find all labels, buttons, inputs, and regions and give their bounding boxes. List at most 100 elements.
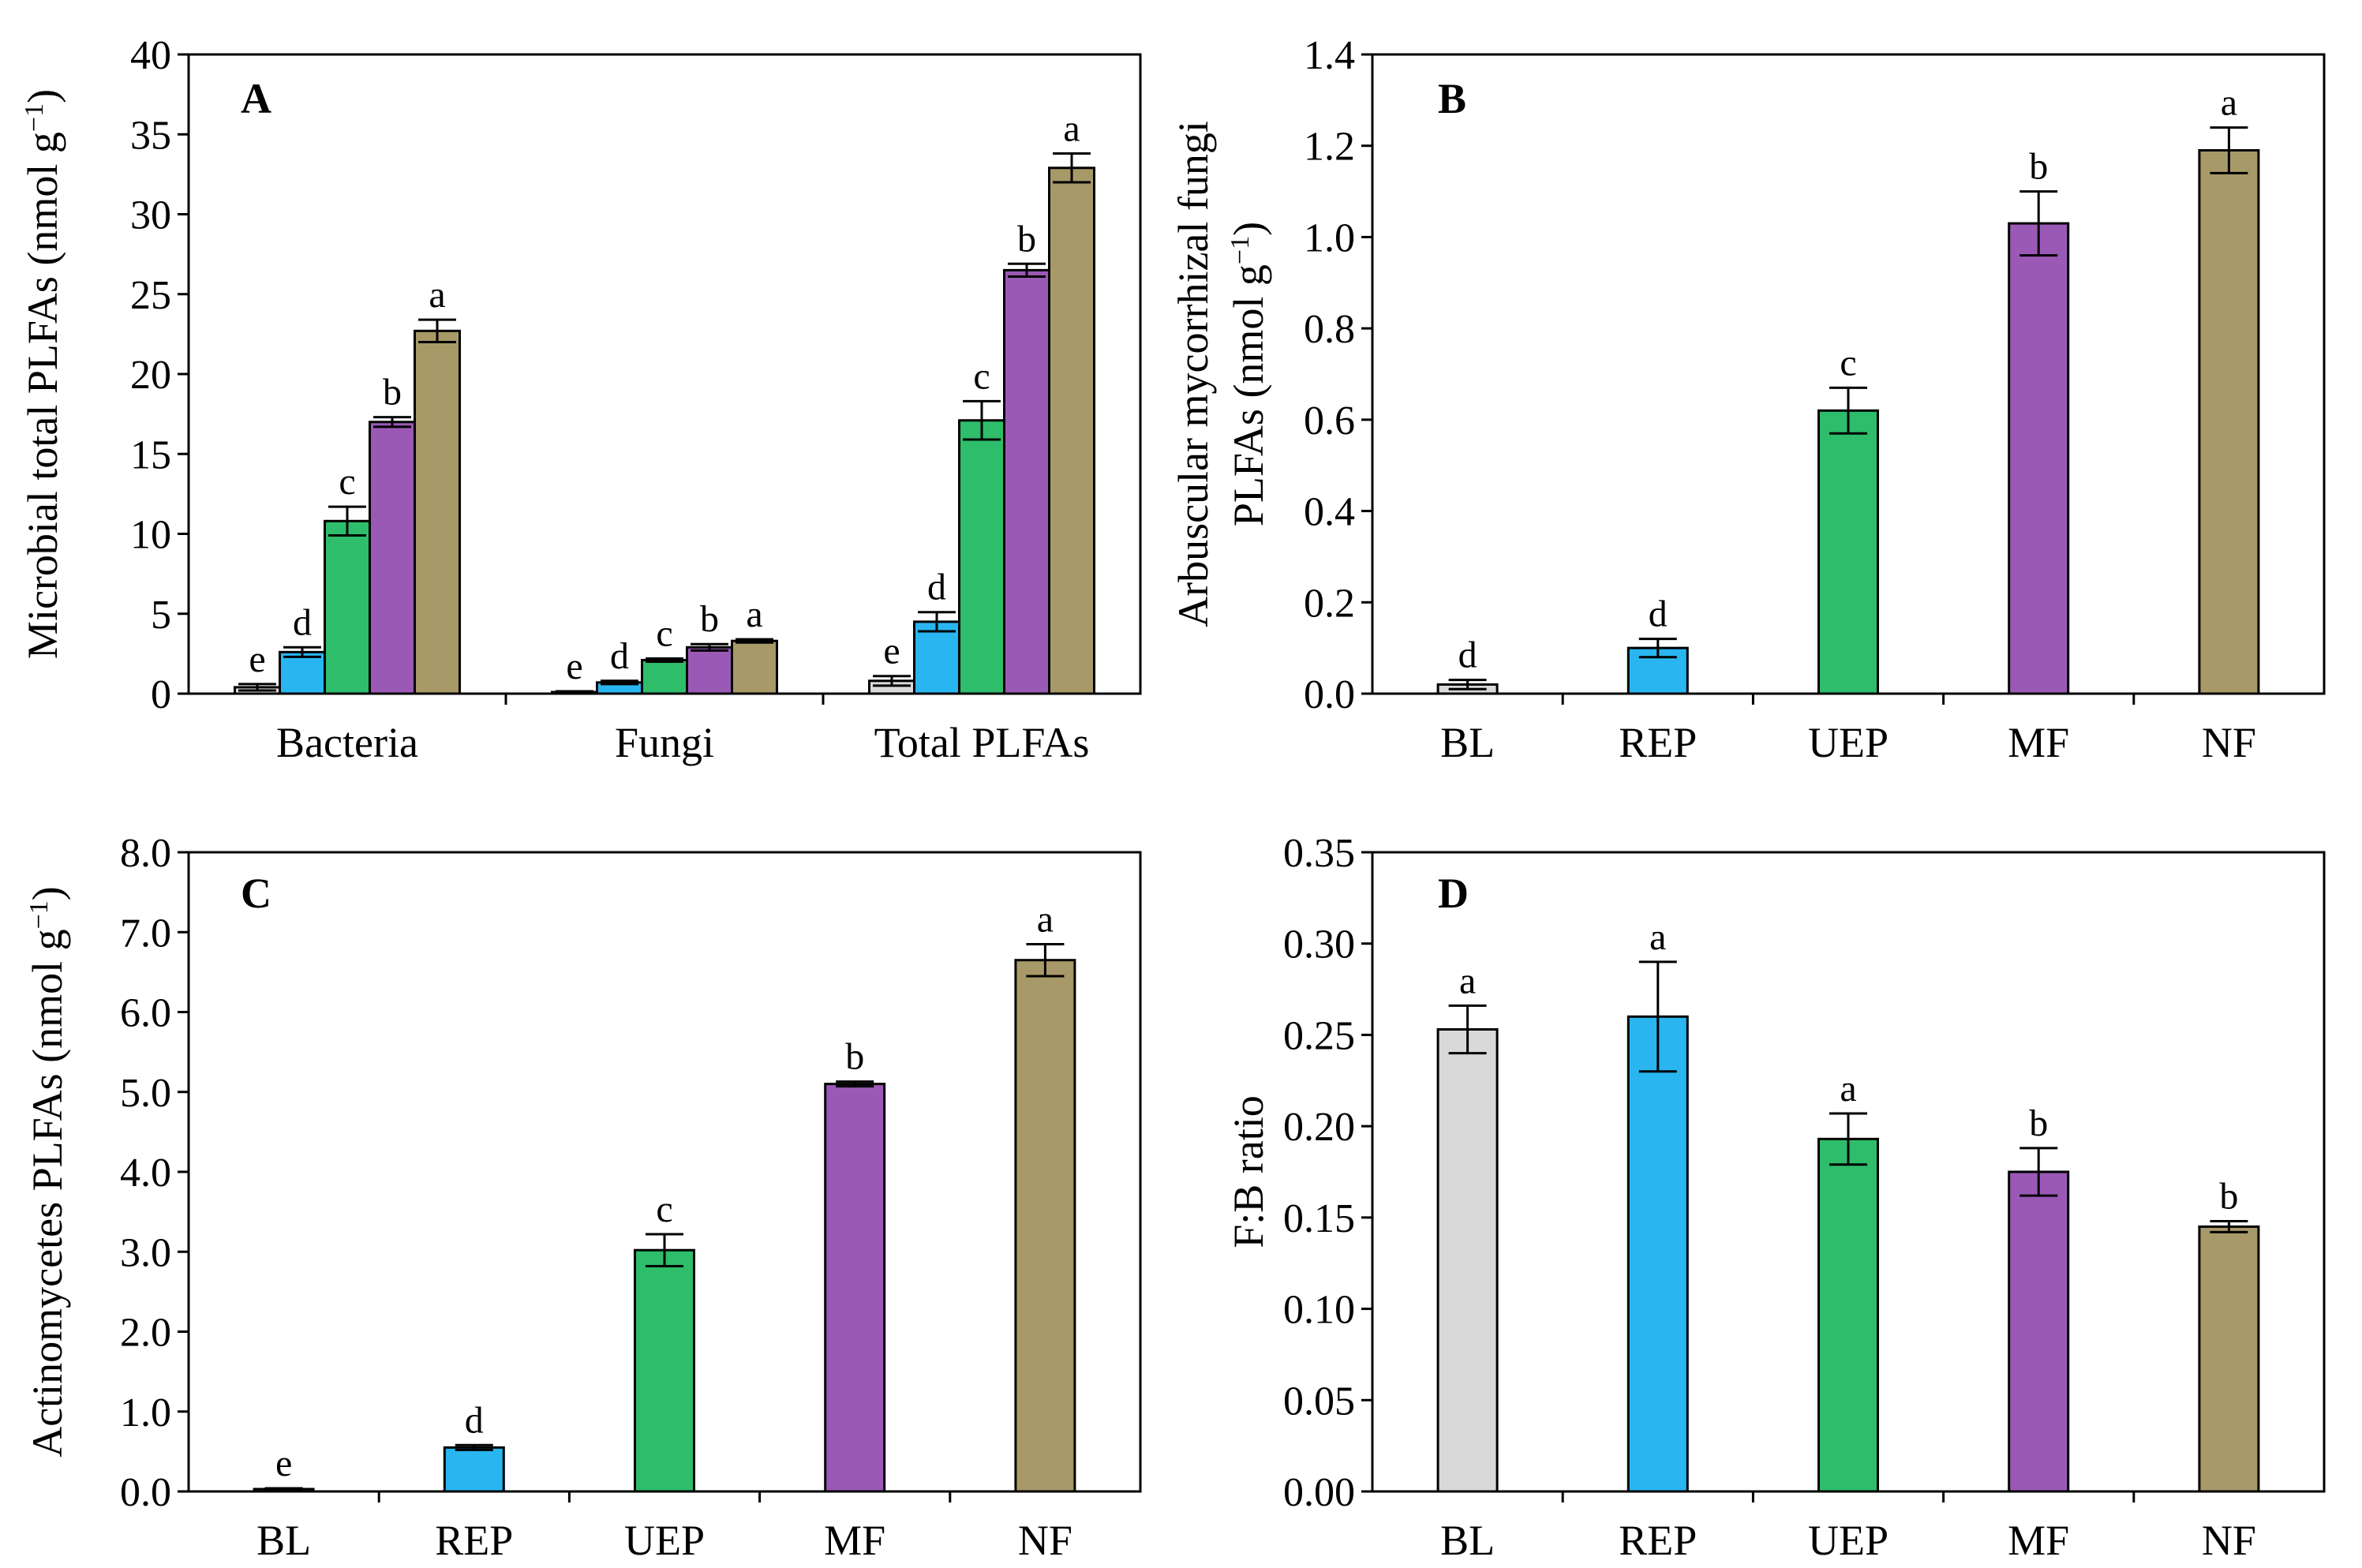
panel-b-error-bar xyxy=(1829,386,1867,435)
panel-a-error-bar xyxy=(556,690,593,694)
panel-a-bar xyxy=(731,639,778,695)
panel-b-significance-letter: d xyxy=(1649,593,1668,635)
panel-d-bar xyxy=(2008,1170,2070,1493)
panel-a-y-tick-label: 35 xyxy=(130,113,171,158)
panel-d-y-tick-label: 0.10 xyxy=(1283,1288,1355,1333)
panel-a-bar xyxy=(686,646,733,695)
panel-d-x-label: NF xyxy=(2202,1517,2256,1564)
panel-d-y-tick-label: 0.20 xyxy=(1283,1105,1355,1150)
panel-d-significance-letter: b xyxy=(2219,1175,2238,1217)
panel-a-bar xyxy=(1003,268,1050,695)
panel-a-y-tick-label: 10 xyxy=(130,513,171,558)
panel-a-bar xyxy=(641,658,688,695)
panel-c-significance-letter: d xyxy=(465,1399,484,1441)
panel-a-significance-letter: c xyxy=(973,355,990,397)
panel-d-y-tick-label: 0.15 xyxy=(1283,1196,1355,1241)
panel-c: C 0.0 1.0 2.0 3.0 4.0 5.0 6.0 7.0 8.0 BL REP UEP MF… xyxy=(24,831,1142,1564)
panel-a-error-bar xyxy=(646,657,683,663)
panel-c-error-bar xyxy=(264,1487,303,1491)
panel-a-significance-letter: b xyxy=(1017,218,1036,260)
panel-a-significance-letter: b xyxy=(700,598,719,640)
panel-a-error-bar xyxy=(873,675,911,687)
panel-c-significance-letter: a xyxy=(1037,898,1054,940)
panel-a-y-tick-label: 25 xyxy=(130,273,171,318)
panel-c-error-bar xyxy=(646,1233,683,1267)
panel-b-x-label: UEP xyxy=(1808,719,1888,766)
panel-a-y-axis-title: Microbial total PLFAs (nmol g−1) xyxy=(19,89,66,659)
panel-b-bar xyxy=(1817,409,1879,695)
panel-d-y-tick-label: 0.00 xyxy=(1283,1470,1355,1515)
panel-b-significance-letter: a xyxy=(2221,82,2237,124)
panel-b-error-bar xyxy=(2210,126,2248,174)
panel-d-y-tick-label: 0.05 xyxy=(1283,1379,1355,1424)
panel-c-y-tick-label: 4.0 xyxy=(120,1151,171,1196)
panel-c-bar xyxy=(1014,959,1076,1493)
panel-a-significance-letter: a xyxy=(746,593,762,635)
panel-b-bar xyxy=(2008,222,2070,695)
panel-b-y-tick-label: 0.4 xyxy=(1304,490,1355,535)
panel-c-error-bar xyxy=(836,1080,874,1088)
panel-a-error-bar xyxy=(283,646,321,658)
panel-b-y-tick-label: 0.0 xyxy=(1304,672,1355,717)
panel-b-label: B xyxy=(1438,75,1466,122)
panel-d-x-label: BL xyxy=(1440,1517,1495,1564)
panel-a-y-tick-label: 5 xyxy=(151,593,171,638)
panel-a-error-bar xyxy=(328,505,366,537)
panel-a-significance-letter: a xyxy=(1063,108,1080,150)
panel-d-error-bar xyxy=(1829,1112,1867,1166)
panel-a-bar xyxy=(958,419,1005,695)
panel-c-significance-letter: c xyxy=(656,1188,672,1230)
panel-c-x-label: UEP xyxy=(624,1517,705,1564)
panel-a-bar xyxy=(913,620,960,695)
panel-a-significance-letter: e xyxy=(883,631,900,672)
panel-a-x-label: Fungi xyxy=(615,719,714,766)
panel-a-significance-letter: b xyxy=(383,372,402,414)
panel-c-y-tick-label: 1.0 xyxy=(120,1390,171,1435)
panel-d-y-axis-title: F:B ratio xyxy=(1225,1095,1272,1248)
panel-d-bar xyxy=(1436,1027,1499,1493)
panel-d-significance-letter: a xyxy=(1649,916,1666,958)
panel-a-error-bar xyxy=(1053,152,1091,184)
panel-c-bar xyxy=(824,1083,886,1493)
panel-c-y-tick-label: 7.0 xyxy=(120,911,171,956)
panel-d-y-tick-label: 0.25 xyxy=(1283,1013,1355,1058)
panel-a-label: A xyxy=(241,75,271,122)
panel-a-y-tick-label: 20 xyxy=(130,353,171,398)
panel-d-x-label: UEP xyxy=(1808,1517,1888,1564)
panel-c-y-tick-label: 2.0 xyxy=(120,1311,171,1356)
panel-a-bar xyxy=(324,519,371,695)
panel-c-y-axis-title: Actinomycetes PLFAs (nmol g−1) xyxy=(24,886,71,1458)
panel-b-significance-letter: d xyxy=(1458,634,1477,676)
panel-a-x-label: Total PLFAs xyxy=(874,719,1090,766)
panel-d-x-label: MF xyxy=(2008,1517,2069,1564)
panel-a-significance-letter: c xyxy=(656,612,672,654)
panel-c-error-bar xyxy=(1026,942,1065,978)
panel-c-x-label: MF xyxy=(824,1517,885,1564)
panel-a-error-bar xyxy=(1008,262,1046,278)
panel-d-error-bar xyxy=(1448,1004,1487,1055)
panel-a-y-tick-label: 0 xyxy=(151,672,171,717)
panel-d: D 0.00 0.05 0.10 0.15 0.20 0.25 0.30 0.35 BL REP… xyxy=(1225,831,2326,1564)
panel-a-y-tick-label: 40 xyxy=(130,33,171,78)
panel-c-x-label: REP xyxy=(435,1517,513,1564)
panel-d-significance-letter: a xyxy=(1840,1068,1856,1110)
panel-a-significance-letter: c xyxy=(339,461,355,503)
panel-b-x-label: MF xyxy=(2008,719,2069,766)
panel-c-bar xyxy=(634,1248,695,1493)
panel-d-significance-letter: b xyxy=(2029,1102,2048,1144)
panel-a-bar xyxy=(1048,167,1095,695)
panel-c-x-label: NF xyxy=(1018,1517,1072,1564)
panel-b-error-bar xyxy=(2019,190,2058,257)
panel-a-bar xyxy=(279,650,326,695)
panel-c-significance-letter: b xyxy=(845,1036,864,1078)
panel-d-error-bar xyxy=(2019,1147,2058,1197)
panel-c-y-tick-label: 0.0 xyxy=(120,1470,171,1515)
panel-b-significance-letter: b xyxy=(2029,146,2048,188)
panel-a-significance-letter: d xyxy=(293,601,312,643)
panel-a-error-bar xyxy=(691,642,728,652)
panel-d-error-bar xyxy=(2210,1219,2248,1233)
panel-b-y-axis-title-line1: Arbuscular mycorrhizal fungi xyxy=(1170,121,1217,627)
panel-c-y-tick-label: 3.0 xyxy=(120,1230,171,1275)
panel-b-bar xyxy=(2198,149,2260,695)
